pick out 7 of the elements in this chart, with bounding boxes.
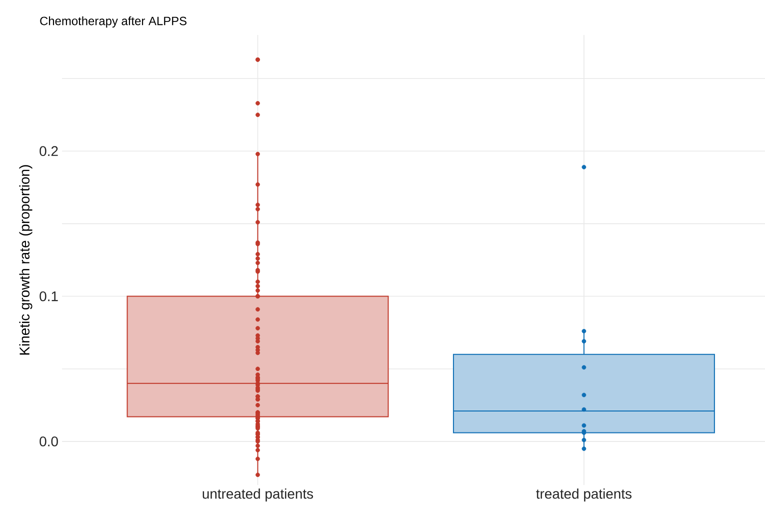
x-tick-label: treated patients: [536, 488, 632, 502]
y-axis-title: Kinetic growth rate (proportion): [19, 165, 32, 355]
y-tick-label: 0.1: [40, 291, 58, 302]
x-tick-label: untreated patients: [202, 488, 314, 502]
y-tick-label: 0.0: [40, 436, 58, 446]
y-tick-label: 0.2: [40, 146, 58, 156]
chart-title: Chemotherapy after ALPPS: [40, 16, 186, 28]
